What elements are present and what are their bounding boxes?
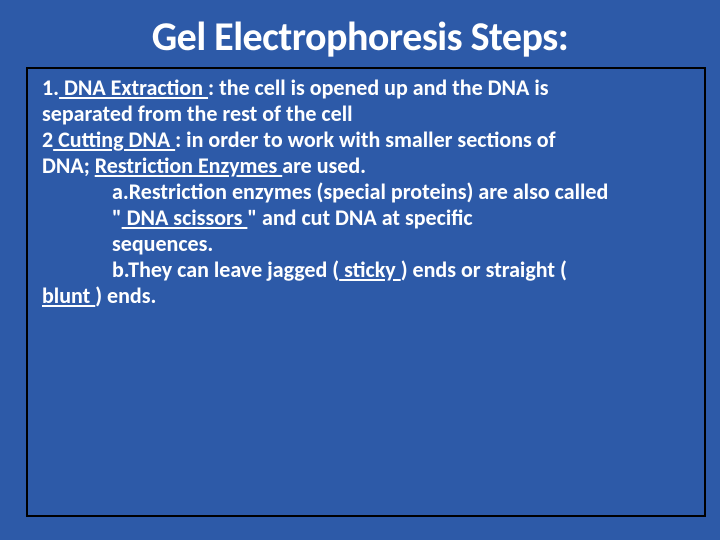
step2b-text2: ) ends or straight ( <box>401 256 567 283</box>
step2a-line1: a.Restriction enzymes (special proteins)… <box>112 178 608 205</box>
step2b-last-blank: blunt <box>42 282 95 309</box>
step2a-blank: DNA scissors <box>122 204 248 231</box>
step2b-text1: b.They can leave jagged ( <box>112 256 339 283</box>
slide-title: Gel Electrophoresis Steps: <box>26 12 694 61</box>
step2a-line2a: " <box>112 204 122 231</box>
step2a-line2b: " and cut DNA at specific <box>247 204 472 231</box>
step1-rest2: separated from the rest of the cell <box>42 100 353 127</box>
step2a-line3: sequences. <box>112 230 213 257</box>
step2-rest1: : in order to work with smaller sections… <box>175 126 555 153</box>
step2a-block: a.Restriction enzymes (special proteins)… <box>42 179 690 283</box>
step2b-text3: ) ends. <box>95 282 156 309</box>
slide-root: Gel Electrophoresis Steps: 1. DNA Extrac… <box>0 0 720 540</box>
step1-rest1: : the cell is opened up and the DNA is <box>208 74 548 101</box>
step1-blank: DNA Extraction <box>59 74 208 101</box>
step1-prefix: 1. <box>42 74 59 101</box>
content-box: 1. DNA Extraction : the cell is opened u… <box>26 67 706 517</box>
step2-rest2b: are used. <box>282 152 366 179</box>
content-body: 1. DNA Extraction : the cell is opened u… <box>42 75 690 309</box>
step2b-blank1: sticky <box>339 256 401 283</box>
step2-prefix: 2 <box>42 126 53 153</box>
step2-rest2a: DNA; <box>42 152 95 179</box>
step2-blank2: Restriction Enzymes <box>95 152 282 179</box>
step2-blank: Cutting DNA <box>53 126 175 153</box>
